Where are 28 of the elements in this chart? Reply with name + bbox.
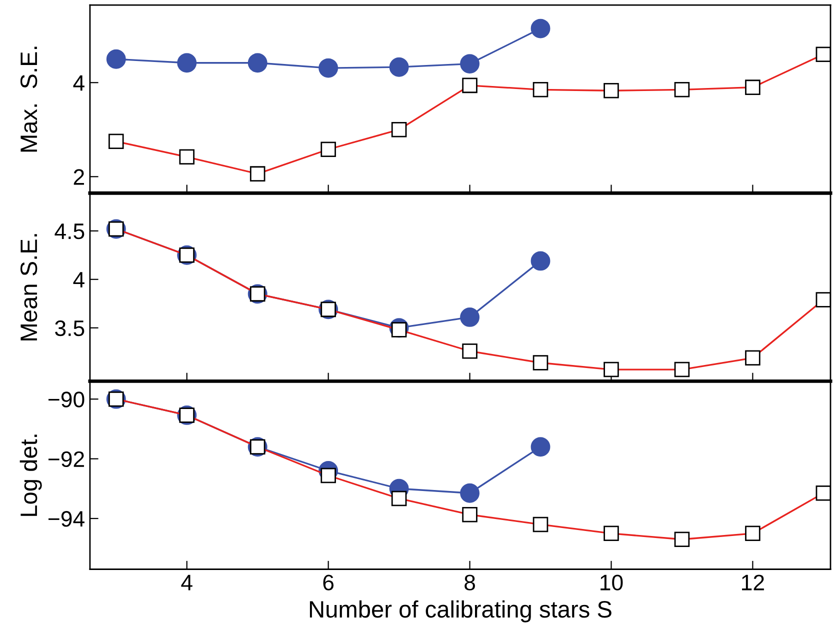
point: [530, 437, 550, 457]
point: [460, 307, 480, 327]
y-tick-label: −90: [48, 392, 84, 408]
point: [460, 54, 480, 74]
y-tick-label: 4: [73, 75, 84, 91]
point: [177, 53, 197, 73]
y-tick-label: −92: [48, 451, 84, 468]
y-tick-label: 3.5: [55, 320, 84, 336]
y-tick-label: −94: [48, 511, 84, 527]
point: [460, 483, 480, 503]
x-tick-label: 8: [464, 574, 475, 590]
y-tick-label: 4.5: [54, 224, 84, 240]
point: [106, 49, 126, 69]
x-tick-label: 4: [181, 574, 192, 590]
point: [530, 251, 550, 271]
y-tick-label: 2: [74, 169, 84, 185]
y-axis-title: Log det.: [20, 434, 42, 516]
y-tick-label: 4: [73, 272, 84, 288]
point: [318, 58, 338, 78]
point: [389, 57, 409, 77]
x-axis-title: Number of calibrating stars S: [310, 600, 612, 622]
y-axis-title: Mean S.E.: [20, 234, 38, 340]
point: [248, 53, 268, 73]
x-tick-label: 6: [323, 574, 334, 590]
x-tick-label: 12: [742, 574, 764, 590]
y-axis-title: Max. S.E.: [20, 46, 38, 152]
x-tick-label: 10: [600, 574, 623, 590]
point: [530, 18, 550, 38]
